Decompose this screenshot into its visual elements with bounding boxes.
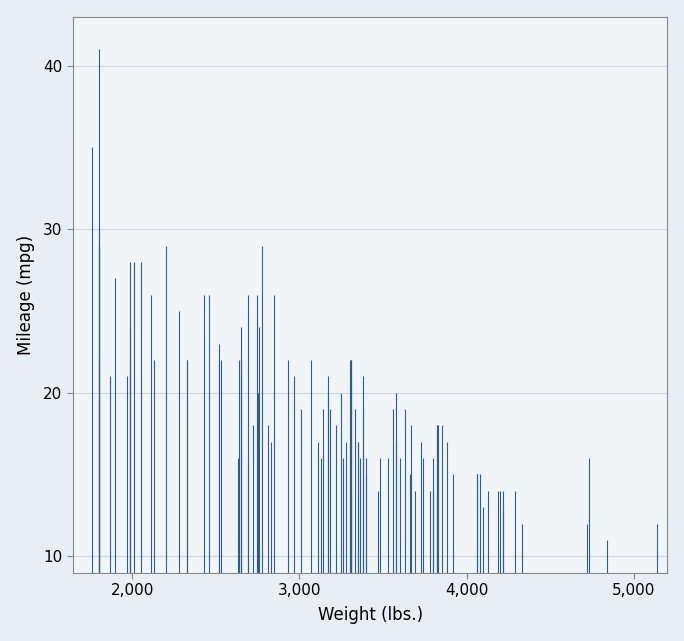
X-axis label: Weight (lbs.): Weight (lbs.) [317, 606, 423, 624]
Y-axis label: Mileage (mpg): Mileage (mpg) [16, 235, 35, 354]
